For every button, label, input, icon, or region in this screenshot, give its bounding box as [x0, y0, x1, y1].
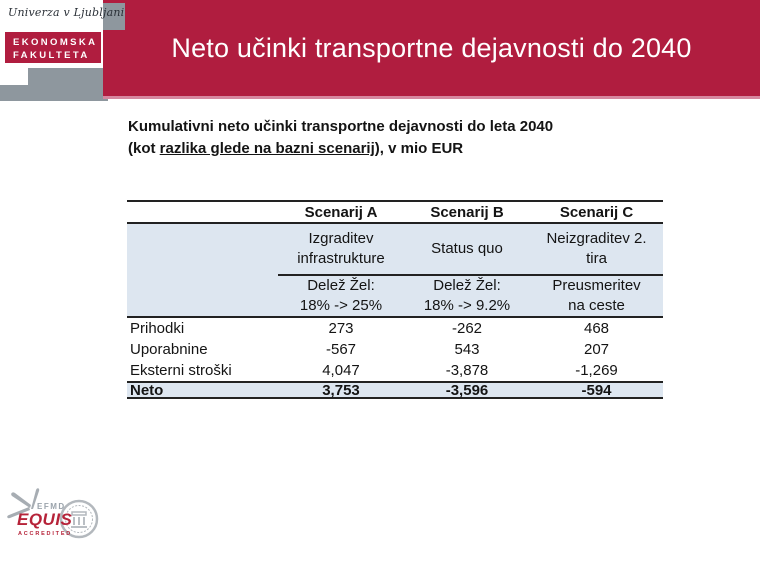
subtitle-line2: (kot razlika glede na bazni scenarij), v… [128, 140, 464, 157]
row-value: 543 [454, 341, 480, 358]
equis-logo-graphics [7, 488, 99, 539]
mosaic-gray-band-small [0, 85, 28, 101]
slide-subtitle: Kumulativni neto učinki transportne deja… [128, 116, 553, 160]
table-row: Prihodki 273 -262 468 [127, 318, 663, 339]
scenario-table: Scenarij A Scenarij B Scenarij C Izgradi… [127, 200, 663, 399]
row-value: 468 [583, 320, 610, 337]
seal-icon [59, 499, 99, 539]
desc-empty [127, 224, 278, 276]
desc-scenarij-c: Neizgraditev 2. tira [530, 224, 663, 276]
header-scenarij-a: Scenarij A [304, 203, 378, 221]
row-value: -3,878 [445, 362, 489, 379]
mosaic-gray-band [28, 68, 108, 101]
row-label: Uporabnine [130, 341, 208, 358]
table-header-row: Scenarij A Scenarij B Scenarij C [127, 202, 663, 224]
desc-scenarij-b: Status quo [404, 224, 530, 276]
title-banner: Neto učinki transportne dejavnosti do 20… [103, 0, 760, 96]
slide-title: Neto učinki transportne dejavnosti do 20… [171, 32, 692, 63]
faculty-name-line1: EKONOMSKA [13, 37, 98, 48]
share-scenarij-c: Preusmeritev na ceste [552, 277, 641, 314]
total-label: Neto [130, 381, 164, 399]
total-value: 3,753 [322, 381, 360, 399]
efmd-label: EFMD [37, 502, 66, 511]
scenario-share-row: Delež Žel: 18% -> 25% Delež Žel: 18% -> … [127, 276, 663, 318]
university-name: Univerza v Ljubljani [8, 6, 125, 19]
total-value: -3,596 [445, 381, 489, 399]
propeller-icon [7, 488, 40, 519]
banner-underline [103, 96, 760, 99]
header-empty [127, 202, 278, 222]
equis-accreditation-logo: EFMD EQUIS ACCREDITED [0, 486, 120, 550]
subtitle-line1: Kumulativni neto učinki transportne deja… [128, 118, 554, 135]
row-value: 4,047 [322, 362, 360, 379]
mosaic-gray-square [103, 3, 125, 30]
scenario-description-row: Izgraditev infrastrukture Status quo Nei… [127, 224, 663, 276]
faculty-logo: EKONOMSKA FAKULTETA [5, 32, 101, 63]
table-row: Eksterni stroški 4,047 -3,878 -1,269 [127, 360, 663, 381]
total-value: -594 [581, 381, 612, 399]
row-value: 273 [328, 320, 354, 337]
row-value: -262 [451, 320, 483, 337]
share-empty [127, 276, 278, 316]
faculty-name-line2: FAKULTETA [13, 50, 90, 61]
row-value: -1,269 [575, 362, 618, 379]
accredited-label: ACCREDITED [18, 531, 73, 537]
header-scenarij-b: Scenarij B [430, 203, 504, 221]
desc-scenarij-a: Izgraditev infrastrukture [278, 224, 404, 276]
row-value: 207 [583, 341, 610, 358]
table-row: Uporabnine -567 543 207 [127, 339, 663, 360]
share-scenarij-a: Delež Žel: 18% -> 25% [299, 277, 383, 314]
header-scenarij-c: Scenarij C [559, 203, 634, 221]
share-scenarij-b: Delež Žel: 18% -> 9.2% [423, 277, 511, 314]
underlined-phrase: razlika glede na bazni scenarij [159, 140, 375, 157]
row-value: -567 [325, 341, 357, 358]
equis-label: EQUIS [17, 510, 73, 529]
row-label: Prihodki [130, 320, 185, 337]
row-label: Eksterni stroški [130, 362, 232, 379]
table-total-row: Neto 3,753 -3,596 -594 [127, 381, 663, 399]
